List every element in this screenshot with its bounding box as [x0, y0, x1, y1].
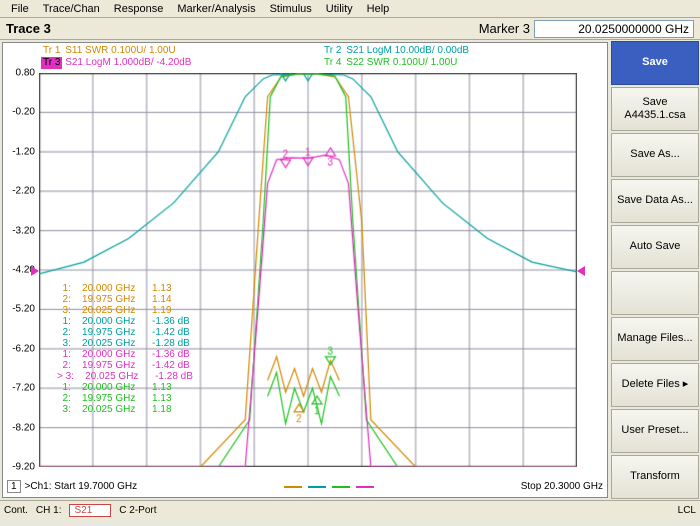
marker-value-input[interactable]	[534, 20, 694, 38]
status-sparam[interactable]: S21	[69, 504, 111, 517]
marker-row: 2: 19.975 GHz -1.42 dB	[57, 360, 193, 371]
marker-row: 2: 19.975 GHz -1.42 dB	[57, 327, 193, 338]
sidebar-btn-save-data-as-[interactable]: Save Data As...	[611, 179, 699, 223]
active-trace-title: Trace 3	[6, 21, 51, 36]
marker-row: 3: 20.025 GHz 1.18	[57, 404, 193, 415]
sidebar-btn-blank	[611, 271, 699, 315]
ytick: -8.20	[12, 422, 35, 433]
sidebar: SaveSave A4435.1.csaSave As...Save Data …	[610, 40, 700, 500]
tr4-tag: Tr 4	[322, 57, 343, 69]
tr3-label: S21 LogM 1.000dB/ -4.20dB	[65, 57, 191, 68]
status-ch: CH 1:	[36, 505, 62, 516]
legend-swatches	[284, 486, 374, 488]
plot-area: Tr 1 S11 SWR 0.100U/ 1.00U Tr 2 S21 LogM…	[2, 42, 608, 498]
tr1-tag: Tr 1	[41, 45, 62, 57]
ytick: 0.80	[16, 68, 35, 79]
sidebar-btn-save[interactable]: Save	[611, 41, 699, 85]
tr3-tag: Tr 3	[41, 57, 62, 69]
xaxis-start: >Ch1: Start 19.7000 GHz	[25, 481, 138, 492]
menu-help[interactable]: Help	[360, 3, 397, 15]
marker-row: 1: 20.000 GHz -1.36 dB	[57, 316, 193, 327]
marker-row: 3: 20.025 GHz -1.28 dB	[57, 338, 193, 349]
ref-triangle-left	[31, 266, 39, 276]
marker-readout-table: 1: 20.000 GHz 1.13 2: 19.975 GHz 1.14 3:…	[57, 283, 193, 415]
ytick: -0.20	[12, 107, 35, 118]
menu-utility[interactable]: Utility	[319, 3, 360, 15]
marker-label: Marker 3	[479, 21, 530, 36]
sidebar-btn-transform[interactable]: Transform	[611, 455, 699, 499]
tr1-label: S11 SWR 0.100U/ 1.00U	[65, 45, 175, 56]
menu-markeranalysis[interactable]: Marker/Analysis	[170, 3, 262, 15]
menu-bar: FileTrace/ChanResponseMarker/AnalysisSti…	[0, 0, 700, 18]
ytick: -9.20	[12, 462, 35, 473]
x-axis-info: 1 >Ch1: Start 19.7000 GHz Stop 20.3000 G…	[7, 480, 603, 493]
sidebar-btn-save-as-[interactable]: Save As...	[611, 133, 699, 177]
ref-triangle-right	[577, 266, 585, 276]
menu-file[interactable]: File	[4, 3, 36, 15]
ytick: -2.20	[12, 186, 35, 197]
marker-row: 3: 20.025 GHz 1.19	[57, 305, 193, 316]
ytick: -7.20	[12, 383, 35, 394]
menu-stimulus[interactable]: Stimulus	[263, 3, 319, 15]
marker-row: 2: 19.975 GHz 1.14	[57, 294, 193, 305]
sidebar-btn-user-preset-[interactable]: User Preset...	[611, 409, 699, 453]
tr2-label: S21 LogM 10.00dB/ 0.00dB	[346, 45, 469, 56]
sidebar-btn-delete-files-[interactable]: Delete Files ▸	[611, 363, 699, 407]
tr4-label: S22 SWR 0.100U/ 1.00U	[346, 57, 457, 68]
status-lcl: LCL	[678, 505, 696, 516]
ytick: -1.20	[12, 146, 35, 157]
marker-row: > 3: 20.025 GHz -1.28 dB	[57, 371, 193, 382]
ytick: -3.20	[12, 225, 35, 236]
status-cont: Cont.	[4, 505, 28, 516]
sidebar-btn-save-a4435-1-csa[interactable]: Save A4435.1.csa	[611, 87, 699, 131]
channel-tag: 1	[7, 480, 21, 493]
marker-row: 1: 20.000 GHz -1.36 dB	[57, 349, 193, 360]
status-port: C 2-Port	[119, 505, 156, 516]
trace-header: Tr 1 S11 SWR 0.100U/ 1.00U Tr 2 S21 LogM…	[41, 45, 603, 69]
sidebar-btn-manage-files-[interactable]: Manage Files...	[611, 317, 699, 361]
top-bar: Trace 3 Marker 3	[0, 18, 700, 40]
marker-row: 2: 19.975 GHz 1.13	[57, 393, 193, 404]
sidebar-btn-auto-save[interactable]: Auto Save	[611, 225, 699, 269]
marker-row: 1: 20.000 GHz 1.13	[57, 382, 193, 393]
status-bar: Cont. CH 1: S21 C 2-Port LCL	[0, 500, 700, 520]
tr2-tag: Tr 2	[322, 45, 343, 57]
ytick: -5.20	[12, 304, 35, 315]
menu-response[interactable]: Response	[107, 3, 171, 15]
xaxis-stop: Stop 20.3000 GHz	[521, 481, 603, 492]
menu-tracechan[interactable]: Trace/Chan	[36, 3, 107, 15]
ytick: -6.20	[12, 343, 35, 354]
marker-row: 1: 20.000 GHz 1.13	[57, 283, 193, 294]
